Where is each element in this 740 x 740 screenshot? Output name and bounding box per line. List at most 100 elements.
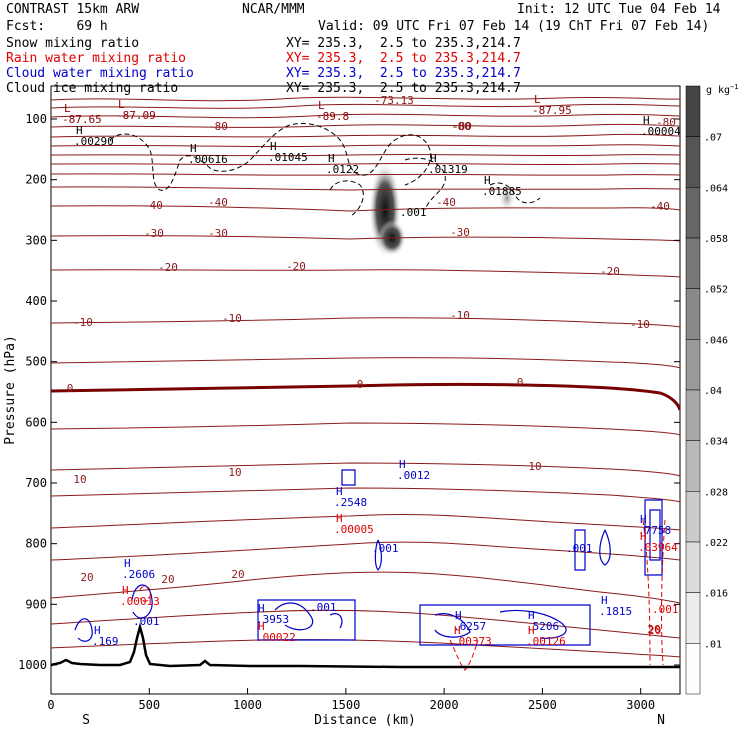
extremum-value: .00005 <box>334 523 374 536</box>
temperature-contour-label: -40 <box>143 199 163 212</box>
terrain-profile <box>50 622 680 669</box>
extremum-value: .01319 <box>428 163 468 176</box>
temperature-contour-label: -80 <box>656 116 676 129</box>
extremum-label: H.5206 <box>526 609 559 633</box>
temperature-contour-label: -40 <box>208 196 228 209</box>
colorbar-tick-label: .052 <box>704 285 728 296</box>
extremum-kind: H <box>76 124 83 137</box>
extremum-label: L-87.09 <box>116 98 156 122</box>
extremum-kind: H <box>601 594 608 607</box>
extremum-label: L-87.65 <box>62 102 102 126</box>
extremum-kind: H <box>124 557 131 570</box>
x-tick-label: 1500 <box>331 698 360 712</box>
contour-value-label: .001 <box>310 601 337 614</box>
rain-contours <box>139 519 666 671</box>
extremum-value: -87.65 <box>62 113 102 126</box>
x-tick-label: 1000 <box>233 698 262 712</box>
extremum-value: -87.95 <box>532 104 572 117</box>
colorbar-tick-label: .046 <box>704 335 728 346</box>
colorbar-tick-label: .04 <box>704 386 722 397</box>
extremum-value: .2606 <box>122 568 155 581</box>
cloud-water-contours <box>74 469 663 646</box>
y-tick-label: 800 <box>25 537 47 551</box>
legend-cloud-water: Cloud water mixing ratio <box>6 66 194 81</box>
colorbar-tick-label: .07 <box>704 133 722 144</box>
colorbar-segment <box>685 237 701 289</box>
colorbar-segment <box>685 592 701 644</box>
temperature-contour-label: 0 <box>67 382 74 395</box>
contour-value-label: .001 <box>400 206 427 219</box>
x-axis-label: Distance (km) <box>314 713 416 728</box>
temperature-contour-label: -20 <box>286 260 306 273</box>
extremum-label: H.2606 <box>122 557 155 581</box>
colorbar-tick-label: .064 <box>704 183 728 194</box>
colorbar-tick-label: .034 <box>704 437 728 448</box>
extremum-value: .00013 <box>120 595 160 608</box>
extremum-label: H.0122 <box>326 152 359 176</box>
temperature-contour-label: -20 <box>158 261 178 274</box>
extremum-value: -89.8 <box>316 110 349 123</box>
temperature-contour-label: 20 <box>161 573 174 586</box>
extremum-kind: L <box>534 93 541 106</box>
contour-value-label: .001 <box>372 542 399 555</box>
extremum-kind: H <box>94 624 101 637</box>
north-endpoint: N <box>657 713 665 728</box>
temperature-contour-label: -40 <box>650 200 670 213</box>
extremum-kind: H <box>528 609 535 622</box>
temperature-contour-label: 10 <box>528 460 541 473</box>
extremum-kind: L <box>118 98 125 111</box>
forecast-hour: Fcst: 69 h <box>6 19 108 34</box>
extremum-kind: H <box>336 512 343 525</box>
y-tick-label: 600 <box>25 415 47 429</box>
contour-value-label: .001 <box>133 615 160 628</box>
extremum-kind: H <box>640 513 647 526</box>
legend-cloud-water-xy: XY= 235.3, 2.5 to 235.3,214.7 <box>286 66 521 81</box>
legend-cloud-ice-xy: XY= 235.3, 2.5 to 235.3,214.7 <box>286 81 521 96</box>
x-tick-label: 2000 <box>430 698 459 712</box>
extremum-label: H.0012 <box>397 458 430 482</box>
y-axis-label: Pressure (hPa) <box>3 335 18 445</box>
colorbar-segment <box>685 85 701 137</box>
extremum-kind: H <box>454 624 461 637</box>
extremum-value: .3953 <box>256 613 289 626</box>
extremum-kind: H <box>122 584 129 597</box>
extremum-kind: H <box>258 620 265 633</box>
extremum-kind: H <box>430 152 437 165</box>
extremum-label: H.03964 <box>638 530 678 554</box>
colorbar-tick-label: .016 <box>704 589 728 600</box>
temperature-contour-label: -80 <box>452 120 472 133</box>
x-tick-label: 3000 <box>626 698 655 712</box>
extremum-kind: H <box>528 624 535 637</box>
cloud-ice-contours <box>109 123 541 216</box>
extremum-value: .5206 <box>526 620 559 633</box>
extremum-kind: L <box>318 99 325 112</box>
extremum-value: .0122 <box>326 163 359 176</box>
extremum-label: H.01319 <box>428 152 468 176</box>
legend-snow-xy: XY= 235.3, 2.5 to 235.3,214.7 <box>286 36 521 51</box>
temperature-contour-label: -10 <box>450 309 470 322</box>
colorbar-segment <box>685 187 701 239</box>
extremum-value: .1815 <box>599 605 632 618</box>
extremum-value: .00004 <box>641 125 681 138</box>
colorbar-tick-label: .01 <box>704 639 722 650</box>
extremum-label: H.00004 <box>641 114 681 138</box>
colorbar-segment <box>685 643 701 695</box>
extremum-value: -87.09 <box>116 109 156 122</box>
temperature-contour-label: 20 <box>647 623 660 636</box>
extremum-label: H.169 <box>92 624 119 648</box>
temperature-contour-label: -30 <box>208 227 228 240</box>
temperature-contour-label: 0 <box>517 376 524 389</box>
y-tick-label: 900 <box>25 597 47 611</box>
extremum-value: .00290 <box>74 135 114 148</box>
colorbar-tick-label: .028 <box>704 487 728 498</box>
extremum-label: H.3953 <box>256 602 289 626</box>
extremum-label: H.00290 <box>74 124 114 148</box>
extremum-value: .01045 <box>268 151 308 164</box>
extremum-label: H.2548 <box>334 485 367 509</box>
extremum-label: H.00373 <box>452 624 492 648</box>
extremum-label: H.00616 <box>188 142 228 166</box>
temperature-contour-label: 20 <box>231 568 244 581</box>
extremum-value: .01885 <box>482 185 522 198</box>
extremum-value: .03964 <box>638 541 678 554</box>
